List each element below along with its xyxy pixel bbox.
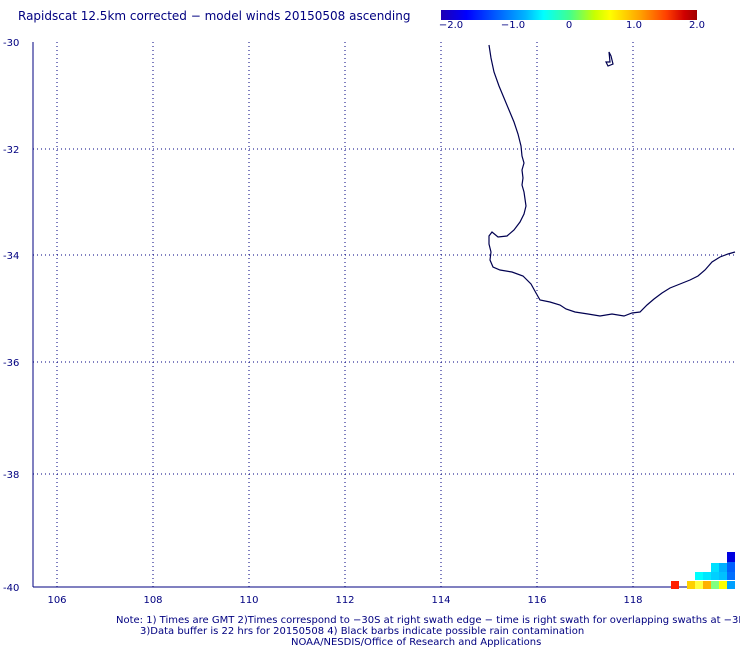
data-cell: [711, 581, 719, 589]
lon-label: 116: [527, 595, 546, 606]
lat-label: -38: [3, 470, 19, 481]
map-title: Rapidscat 12.5km corrected − model winds…: [18, 9, 411, 23]
data-cell: [719, 563, 727, 572]
data-cell: [727, 581, 735, 589]
lon-label: 106: [47, 595, 66, 606]
colorbar-tick-label: 2.0: [689, 20, 705, 31]
data-cell: [727, 562, 735, 572]
colorbar-tick-label: 0: [565, 20, 573, 31]
data-cell: [719, 581, 727, 589]
note-line-2: 3)Data buffer is 22 hrs for 20150508 4) …: [140, 626, 585, 637]
data-cell: [695, 572, 703, 580]
colorbar-tick-label: −2.0: [438, 20, 464, 31]
lon-label: 108: [143, 595, 162, 606]
data-cell: [727, 572, 735, 580]
latitude-gridlines: [33, 148, 735, 475]
lon-label: 112: [335, 595, 354, 606]
colorbar-tick-label: 1.0: [626, 20, 642, 31]
lon-label: 118: [623, 595, 642, 606]
note-line-1: Note: 1) Times are GMT 2)Times correspon…: [116, 615, 740, 626]
data-cell: [711, 572, 719, 580]
lat-label: -34: [3, 251, 19, 262]
data-cell: [727, 552, 735, 562]
lat-label: -30: [3, 38, 19, 49]
latitude-labels: -30 -32 -34 -36 -38 -40: [3, 38, 19, 594]
data-cell: [719, 572, 727, 580]
data-cell: [703, 572, 711, 580]
longitude-labels: 106 108 110 112 114 116 118: [47, 595, 642, 606]
data-cell: [671, 581, 679, 589]
island: [605, 51, 614, 67]
lon-label: 114: [431, 595, 450, 606]
data-cell: [687, 581, 695, 589]
colorbar-tick-label: −1.0: [500, 20, 526, 31]
lat-label: -36: [3, 358, 19, 369]
longitude-gridlines: [56, 42, 634, 587]
lat-label: -40: [3, 583, 19, 594]
data-cell: [695, 581, 703, 589]
note-line-3: NOAA/NESDIS/Office of Research and Appli…: [291, 637, 542, 648]
lat-label: -32: [3, 145, 19, 156]
lon-label: 110: [239, 595, 258, 606]
wind-data-cells: [671, 552, 735, 589]
coastline: [488, 44, 736, 317]
data-cell: [703, 581, 711, 589]
colorbar: [441, 10, 697, 20]
data-cell: [711, 563, 719, 572]
